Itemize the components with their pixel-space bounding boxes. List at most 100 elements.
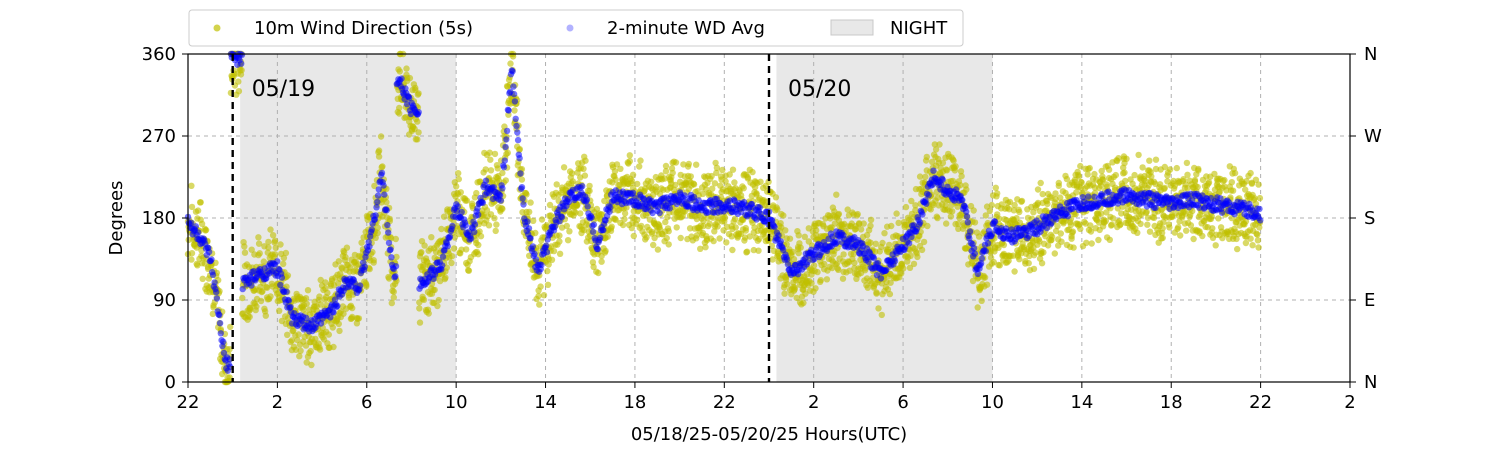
y-tick-label: 180 [142, 208, 176, 229]
raw-point [226, 374, 233, 381]
avg-point [804, 259, 811, 266]
raw-point [663, 234, 670, 242]
raw-point [1097, 182, 1105, 189]
raw-point [723, 223, 731, 230]
avg-point [877, 275, 885, 282]
raw-point [920, 238, 928, 246]
avg-point [380, 182, 387, 189]
raw-point [924, 222, 931, 230]
raw-point [1013, 215, 1020, 222]
raw-point [731, 215, 739, 222]
avg-point [543, 242, 550, 249]
raw-point [781, 290, 788, 297]
raw-point [532, 229, 539, 237]
avg-point [783, 256, 791, 263]
raw-point [1112, 171, 1120, 179]
raw-point [611, 168, 619, 175]
raw-point [922, 173, 929, 180]
raw-point [544, 267, 551, 275]
x-tick-label: 6 [897, 392, 908, 413]
raw-point [800, 299, 807, 307]
raw-point [619, 221, 627, 229]
raw-point [564, 237, 572, 244]
raw-point [900, 265, 907, 272]
legend-raw-label: 10m Wind Direction (5s) [254, 18, 473, 39]
raw-point [1233, 235, 1240, 243]
raw-point [265, 238, 272, 246]
raw-point [482, 166, 489, 173]
avg-point [891, 257, 899, 265]
raw-point [939, 159, 947, 166]
raw-point [518, 176, 526, 183]
raw-point [556, 232, 563, 239]
avg-point [361, 263, 368, 270]
avg-point [531, 250, 538, 258]
avg-point [905, 240, 913, 247]
raw-point [492, 227, 499, 235]
raw-point [1249, 242, 1256, 249]
raw-point [1228, 179, 1236, 186]
raw-point [1215, 215, 1222, 222]
raw-point [867, 239, 874, 246]
raw-point [284, 331, 291, 338]
raw-point [491, 150, 499, 158]
raw-point [835, 266, 842, 273]
avg-point [588, 214, 595, 221]
raw-point [1077, 162, 1084, 170]
raw-point [1184, 185, 1191, 192]
raw-point [881, 230, 888, 237]
raw-point [1102, 217, 1110, 225]
avg-point [543, 248, 551, 256]
raw-point [617, 165, 624, 172]
raw-point [768, 242, 776, 249]
raw-point [499, 169, 506, 177]
avg-point [501, 157, 508, 164]
raw-point [943, 167, 951, 174]
raw-point [634, 216, 641, 223]
raw-point [931, 141, 938, 148]
raw-point [1148, 173, 1155, 180]
avg-point [777, 238, 784, 245]
raw-point [188, 250, 196, 257]
raw-point [438, 225, 445, 233]
raw-point [1010, 207, 1018, 214]
avg-point [192, 223, 199, 230]
raw-point [247, 304, 254, 312]
avg-point [439, 262, 446, 269]
avg-point [512, 115, 519, 123]
raw-point [1044, 200, 1051, 208]
avg-point [238, 60, 245, 67]
raw-point [1123, 155, 1130, 162]
raw-point [1103, 209, 1110, 216]
raw-point [1068, 235, 1075, 242]
avg-point [964, 219, 971, 226]
raw-point [526, 208, 533, 216]
avg-point [775, 232, 782, 239]
avg-point [966, 228, 974, 235]
raw-point [269, 232, 277, 239]
raw-point [928, 158, 936, 166]
avg-point [963, 213, 971, 220]
raw-point [1199, 232, 1206, 240]
avg-point [607, 204, 614, 211]
raw-point [908, 197, 915, 205]
raw-point [563, 222, 570, 230]
x-tick-label: 2 [808, 392, 819, 413]
raw-point [844, 206, 851, 213]
raw-point [238, 67, 245, 74]
raw-point [1144, 221, 1151, 228]
avg-point [908, 233, 915, 241]
avg-point [514, 136, 522, 144]
raw-point [1166, 224, 1173, 231]
raw-point [693, 161, 700, 168]
raw-point [986, 207, 993, 214]
avg-point [226, 356, 233, 363]
raw-point [878, 311, 885, 319]
raw-point [753, 190, 760, 197]
x-tick-label: 10 [981, 392, 1004, 413]
raw-point [540, 292, 548, 299]
raw-point [188, 256, 195, 263]
raw-point [1234, 245, 1241, 253]
raw-point [1231, 169, 1239, 177]
avg-point [317, 320, 325, 327]
